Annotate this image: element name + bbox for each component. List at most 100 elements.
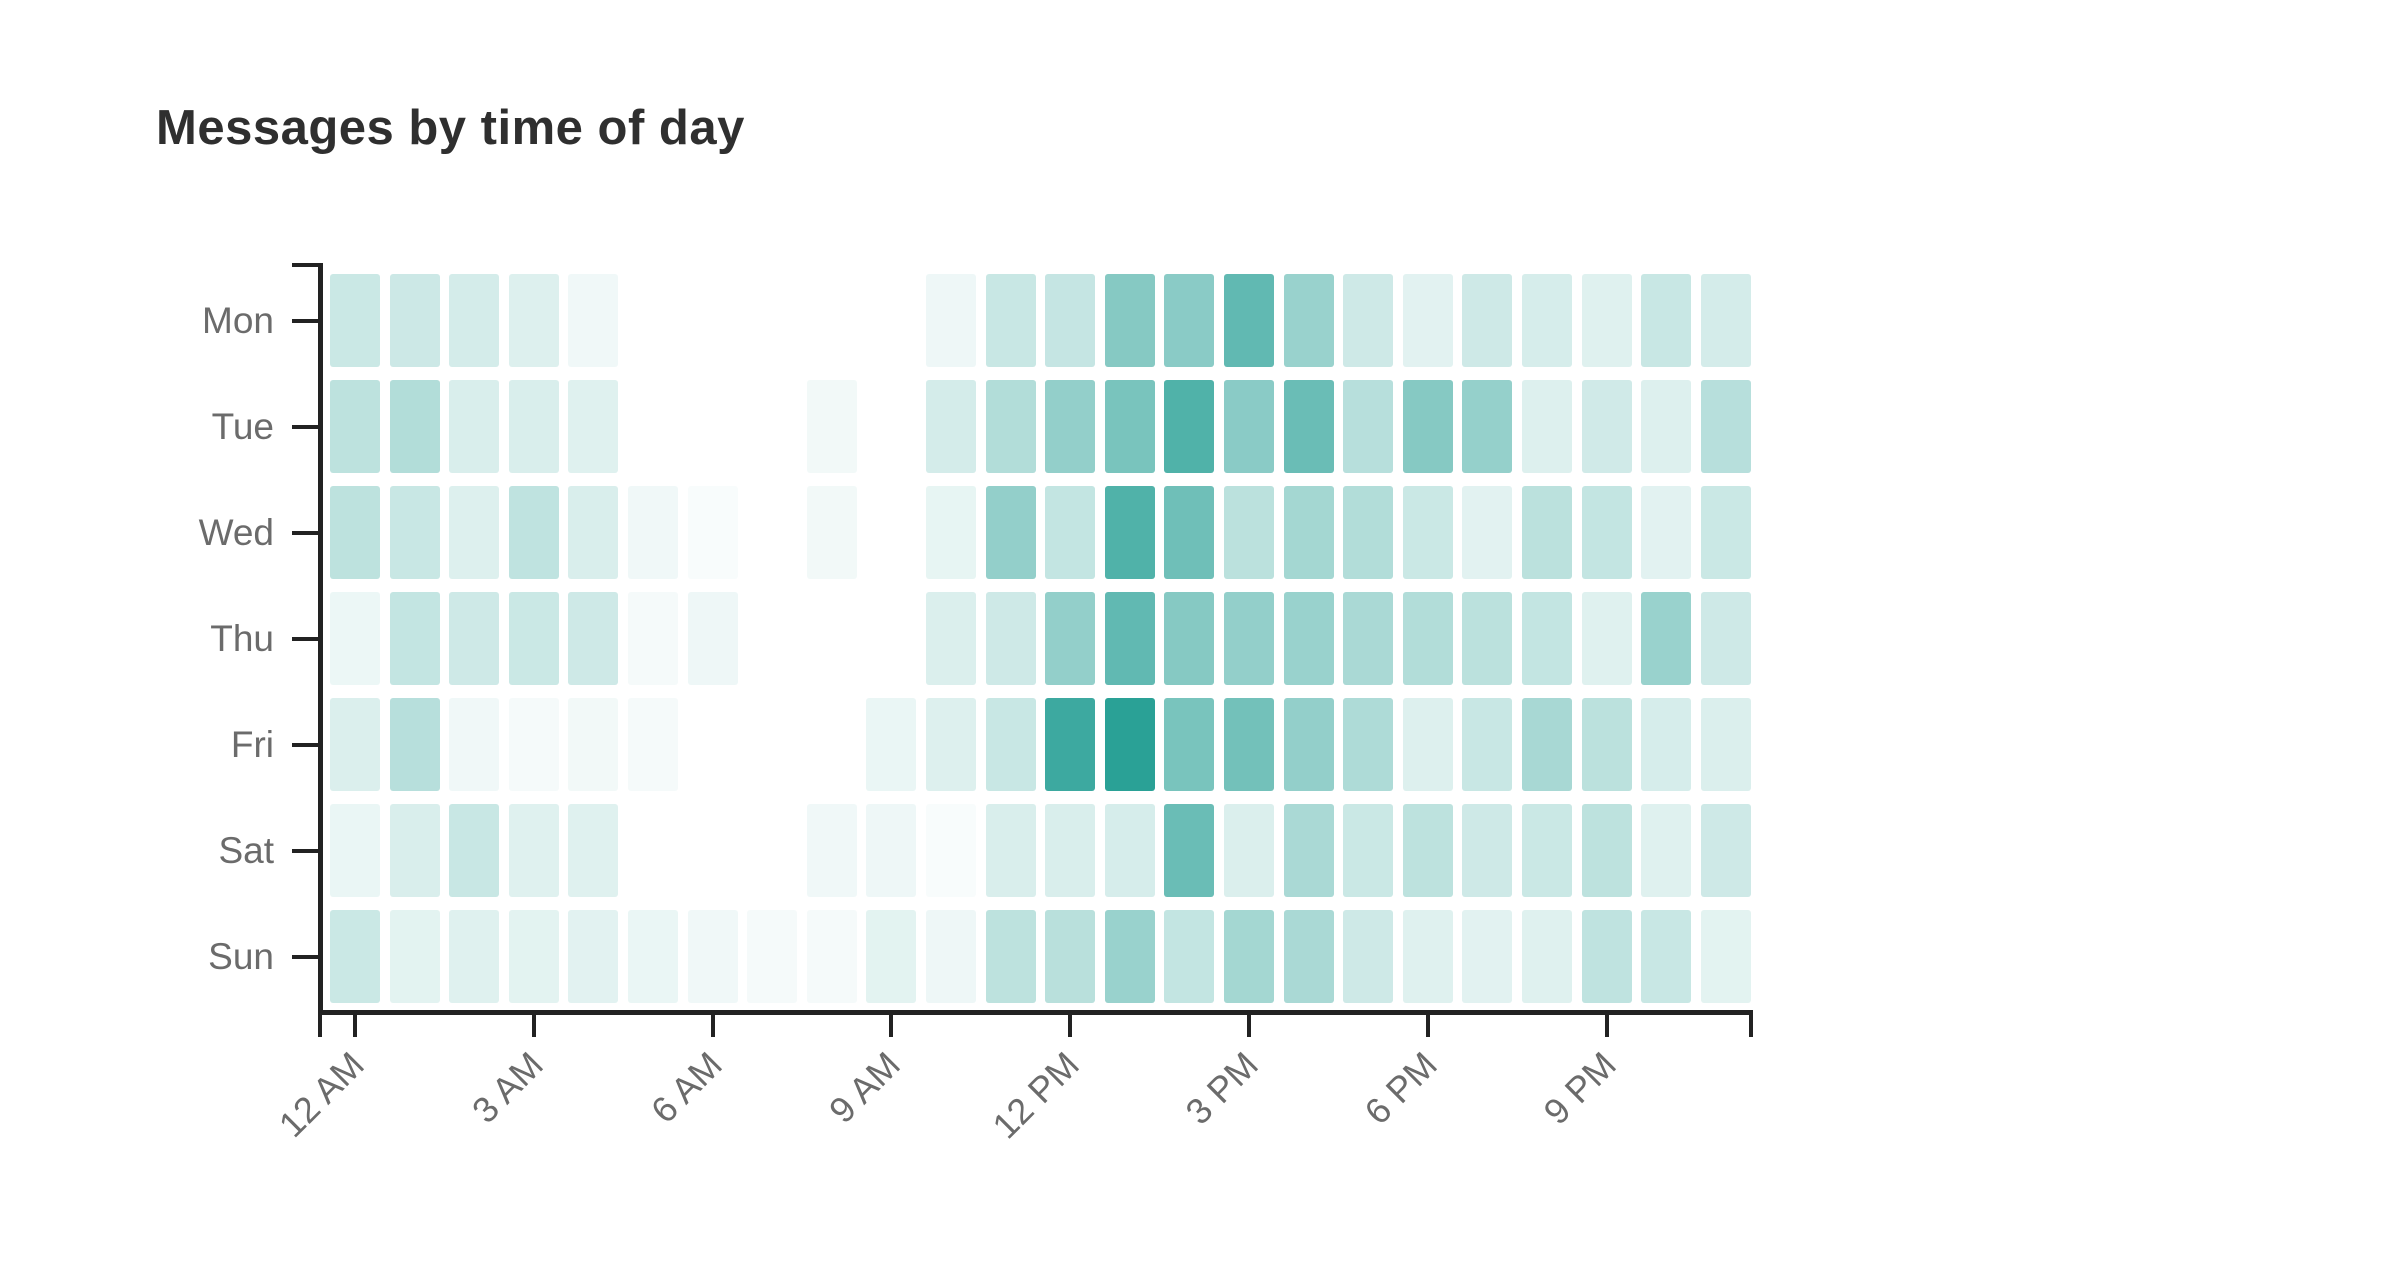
- heatmap-cell[interactable]: [1045, 486, 1096, 579]
- heatmap-cell[interactable]: [1462, 486, 1513, 579]
- heatmap-cell[interactable]: [926, 910, 976, 1003]
- heatmap-cell[interactable]: [687, 698, 738, 791]
- heatmap-cell[interactable]: [1283, 274, 1334, 367]
- heatmap-cell[interactable]: [449, 910, 500, 1003]
- heatmap-cell[interactable]: [806, 486, 857, 579]
- heatmap-cell[interactable]: [1104, 274, 1155, 367]
- heatmap-cell[interactable]: [508, 592, 559, 685]
- heatmap-cell[interactable]: [330, 910, 380, 1003]
- heatmap-cell[interactable]: [1164, 592, 1215, 685]
- heatmap-cell[interactable]: [568, 910, 619, 1003]
- heatmap-cell[interactable]: [1641, 592, 1692, 685]
- heatmap-cell[interactable]: [1700, 910, 1751, 1003]
- heatmap-cell[interactable]: [508, 380, 559, 473]
- heatmap-cell[interactable]: [1402, 910, 1453, 1003]
- heatmap-cell[interactable]: [1402, 592, 1453, 685]
- heatmap-cell[interactable]: [1522, 804, 1572, 897]
- heatmap-cell[interactable]: [1402, 486, 1453, 579]
- heatmap-cell[interactable]: [1522, 274, 1572, 367]
- heatmap-cell[interactable]: [1581, 804, 1632, 897]
- heatmap-cell[interactable]: [449, 698, 500, 791]
- heatmap-cell[interactable]: [1283, 592, 1334, 685]
- heatmap-cell[interactable]: [806, 698, 857, 791]
- heatmap-cell[interactable]: [508, 698, 559, 791]
- heatmap-cell[interactable]: [866, 804, 917, 897]
- heatmap-cell[interactable]: [1700, 804, 1751, 897]
- heatmap-cell[interactable]: [1104, 804, 1155, 897]
- heatmap-cell[interactable]: [747, 592, 798, 685]
- heatmap-cell[interactable]: [1104, 380, 1155, 473]
- heatmap-cell[interactable]: [1164, 804, 1215, 897]
- heatmap-cell[interactable]: [926, 804, 976, 897]
- heatmap-cell[interactable]: [1462, 592, 1513, 685]
- heatmap-cell[interactable]: [1283, 698, 1334, 791]
- heatmap-cell[interactable]: [1045, 380, 1096, 473]
- heatmap-cell[interactable]: [926, 592, 976, 685]
- heatmap-cell[interactable]: [747, 910, 798, 1003]
- heatmap-cell[interactable]: [568, 592, 619, 685]
- heatmap-cell[interactable]: [568, 274, 619, 367]
- heatmap-cell[interactable]: [866, 910, 917, 1003]
- heatmap-cell[interactable]: [747, 274, 798, 367]
- heatmap-cell[interactable]: [1224, 380, 1274, 473]
- heatmap-cell[interactable]: [1402, 698, 1453, 791]
- heatmap-cell[interactable]: [1700, 486, 1751, 579]
- heatmap-cell[interactable]: [1402, 274, 1453, 367]
- heatmap-cell[interactable]: [687, 592, 738, 685]
- heatmap-cell[interactable]: [747, 698, 798, 791]
- heatmap-cell[interactable]: [1224, 592, 1274, 685]
- heatmap-cell[interactable]: [985, 380, 1036, 473]
- heatmap-cell[interactable]: [1283, 910, 1334, 1003]
- heatmap-cell[interactable]: [1164, 380, 1215, 473]
- heatmap-cell[interactable]: [1641, 486, 1692, 579]
- heatmap-cell[interactable]: [1522, 698, 1572, 791]
- heatmap-cell[interactable]: [866, 274, 917, 367]
- heatmap-cell[interactable]: [1343, 804, 1394, 897]
- heatmap-cell[interactable]: [1700, 274, 1751, 367]
- heatmap-cell[interactable]: [688, 486, 738, 579]
- heatmap-cell[interactable]: [1283, 380, 1334, 473]
- heatmap-cell[interactable]: [926, 274, 976, 367]
- heatmap-cell[interactable]: [985, 592, 1036, 685]
- heatmap-cell[interactable]: [1581, 486, 1632, 579]
- heatmap-cell[interactable]: [1522, 910, 1572, 1003]
- heatmap-cell[interactable]: [1104, 910, 1155, 1003]
- heatmap-cell[interactable]: [1164, 698, 1215, 791]
- heatmap-cell[interactable]: [1462, 380, 1513, 473]
- heatmap-cell[interactable]: [508, 910, 559, 1003]
- heatmap-cell[interactable]: [449, 380, 500, 473]
- heatmap-cell[interactable]: [806, 804, 857, 897]
- heatmap-cell[interactable]: [389, 592, 440, 685]
- heatmap-cell[interactable]: [1700, 592, 1751, 685]
- heatmap-cell[interactable]: [449, 486, 500, 579]
- heatmap-cell[interactable]: [1164, 486, 1215, 579]
- heatmap-cell[interactable]: [687, 804, 738, 897]
- heatmap-cell[interactable]: [330, 804, 380, 897]
- heatmap-cell[interactable]: [568, 380, 619, 473]
- heatmap-cell[interactable]: [330, 698, 380, 791]
- heatmap-cell[interactable]: [1104, 486, 1155, 579]
- heatmap-cell[interactable]: [806, 592, 857, 685]
- heatmap-cell[interactable]: [806, 910, 857, 1003]
- heatmap-cell[interactable]: [1224, 910, 1274, 1003]
- heatmap-cell[interactable]: [1164, 910, 1215, 1003]
- heatmap-cell[interactable]: [1641, 380, 1692, 473]
- heatmap-cell[interactable]: [449, 804, 500, 897]
- heatmap-cell[interactable]: [449, 274, 500, 367]
- heatmap-cell[interactable]: [628, 804, 678, 897]
- heatmap-cell[interactable]: [628, 486, 678, 579]
- heatmap-cell[interactable]: [1700, 698, 1751, 791]
- heatmap-cell[interactable]: [1343, 910, 1394, 1003]
- heatmap-cell[interactable]: [1522, 486, 1572, 579]
- heatmap-cell[interactable]: [687, 274, 738, 367]
- heatmap-cell[interactable]: [1522, 592, 1572, 685]
- heatmap-cell[interactable]: [389, 380, 440, 473]
- heatmap-cell[interactable]: [1104, 698, 1155, 791]
- heatmap-cell[interactable]: [1045, 804, 1096, 897]
- heatmap-cell[interactable]: [330, 592, 380, 685]
- heatmap-cell[interactable]: [1343, 486, 1394, 579]
- heatmap-cell[interactable]: [985, 274, 1036, 367]
- heatmap-cell[interactable]: [628, 698, 678, 791]
- heatmap-cell[interactable]: [985, 910, 1036, 1003]
- heatmap-cell[interactable]: [508, 804, 559, 897]
